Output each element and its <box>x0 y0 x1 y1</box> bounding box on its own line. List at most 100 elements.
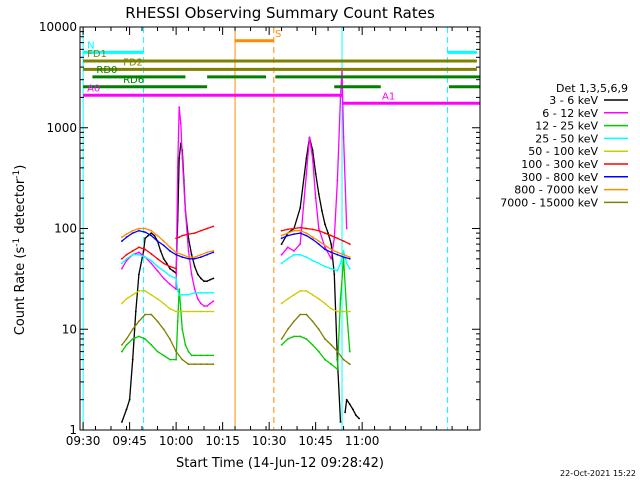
data-point <box>212 291 215 294</box>
data-point <box>348 403 351 406</box>
data-point <box>280 229 283 232</box>
flag-label: S <box>275 29 281 40</box>
data-point <box>128 398 131 401</box>
legend-label: 7000 - 15000 keV <box>500 196 598 209</box>
flag-label: A0 <box>87 83 100 94</box>
data-point <box>206 253 209 256</box>
data-point <box>342 310 345 313</box>
data-point <box>169 265 171 268</box>
flag-label: RD0 <box>96 65 117 76</box>
data-point <box>172 269 174 272</box>
data-point <box>144 338 147 340</box>
data-point <box>358 417 360 420</box>
data-point <box>280 253 283 256</box>
data-point <box>121 262 123 265</box>
data-point <box>311 320 314 323</box>
data-point <box>138 290 140 292</box>
data-point <box>339 298 342 300</box>
data-point <box>342 253 345 256</box>
data-point <box>206 354 209 357</box>
data-point <box>131 250 134 252</box>
data-point <box>330 234 333 237</box>
data-point <box>280 243 283 246</box>
data-point <box>184 344 187 346</box>
data-point <box>187 250 190 252</box>
data-point <box>125 344 128 346</box>
y-tick-label: 1 <box>69 423 77 437</box>
data-point <box>305 313 308 316</box>
data-point <box>144 237 147 240</box>
data-point <box>352 408 354 411</box>
data-point <box>203 280 205 283</box>
data-point <box>212 250 215 252</box>
data-point <box>178 106 181 109</box>
data-point <box>131 328 134 331</box>
data-point <box>293 233 295 236</box>
data-point <box>144 227 147 230</box>
data-point <box>280 302 283 305</box>
legend-label: 3 - 6 keV <box>549 94 598 107</box>
data-point <box>169 246 171 249</box>
data-point <box>311 157 314 160</box>
data-point <box>336 251 339 254</box>
data-point <box>125 257 128 260</box>
series-1-segment-1 <box>175 106 214 307</box>
data-point <box>156 350 159 353</box>
data-point <box>299 335 302 338</box>
data-point <box>311 149 314 152</box>
data-point <box>175 358 178 361</box>
data-point <box>125 233 128 236</box>
x-tick-label: 10:00 <box>159 434 194 448</box>
data-point <box>181 328 184 331</box>
data-point <box>336 269 339 272</box>
data-point <box>293 229 295 232</box>
data-point <box>206 363 209 366</box>
data-point <box>150 259 153 262</box>
data-point <box>162 262 165 265</box>
data-point <box>200 253 202 256</box>
series-5-segment-2 <box>281 226 351 245</box>
data-point <box>314 197 317 200</box>
series-5-segment-0 <box>121 246 177 270</box>
data-point <box>324 232 326 235</box>
data-point <box>181 234 184 237</box>
data-point <box>169 267 171 270</box>
data-point <box>190 273 193 276</box>
data-point <box>342 358 345 361</box>
data-point <box>317 193 320 195</box>
x-tick-label: 09:45 <box>112 434 147 448</box>
legend-label: 6 - 12 keV <box>542 107 598 120</box>
data-point <box>200 291 202 294</box>
data-point <box>206 310 209 313</box>
data-point <box>348 267 351 270</box>
data-point <box>286 232 289 235</box>
data-point <box>190 354 193 357</box>
data-point <box>196 298 199 300</box>
data-point <box>212 363 215 366</box>
data-point <box>162 269 165 272</box>
legend-label: 100 - 300 keV <box>521 158 598 171</box>
data-point <box>156 240 159 243</box>
data-point <box>286 338 289 340</box>
series-3-segment-2 <box>281 250 351 272</box>
data-point <box>305 232 308 235</box>
data-point <box>156 265 159 268</box>
data-point <box>209 302 212 305</box>
data-point <box>342 256 345 258</box>
y-tick-label: 10000 <box>39 20 77 34</box>
data-point <box>314 172 317 175</box>
x-tick-label: 09:30 <box>66 434 101 448</box>
data-point <box>175 251 178 254</box>
data-point <box>187 257 190 260</box>
data-point <box>121 344 123 346</box>
data-point <box>342 250 345 252</box>
data-point <box>150 293 153 296</box>
series-0-segment-2 <box>281 136 342 423</box>
legend-label: 25 - 50 keV <box>535 132 598 145</box>
data-point <box>280 234 283 237</box>
data-point <box>286 234 289 237</box>
data-point <box>193 310 196 313</box>
data-point <box>162 302 165 305</box>
data-point <box>324 246 326 249</box>
